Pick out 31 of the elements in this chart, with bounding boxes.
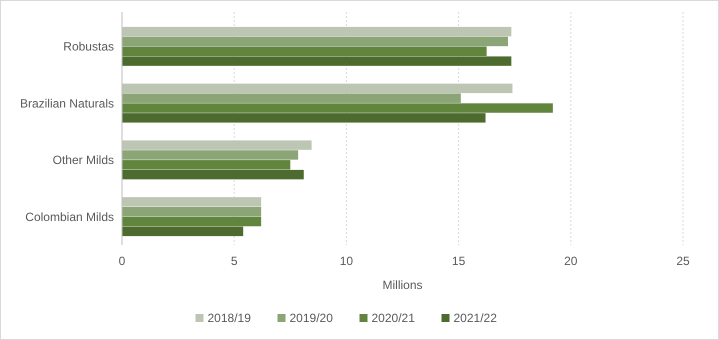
x-tick-label: 20 [564, 254, 578, 268]
bar [122, 103, 553, 113]
bar [122, 56, 512, 66]
bar [122, 150, 298, 160]
legend-label: 2018/19 [208, 311, 252, 326]
bar [122, 226, 244, 236]
x-tick-label: 25 [676, 254, 690, 268]
bar [122, 160, 290, 170]
bar [122, 36, 508, 46]
bar [122, 140, 312, 150]
bar [122, 93, 461, 103]
legend-label: 2019/20 [290, 311, 334, 326]
x-tick-label: 10 [340, 254, 354, 268]
legend-label: 2020/21 [372, 311, 416, 326]
bar [122, 46, 487, 56]
bar [122, 170, 304, 180]
bar [122, 206, 262, 216]
y-tick-label: Brazilian Naturals [20, 96, 114, 110]
legend-label: 2021/22 [454, 311, 498, 326]
y-tick-label: Colombian Milds [25, 210, 114, 224]
y-tick-label: Robustas [63, 40, 114, 54]
bar [122, 113, 486, 123]
x-axis-title: Millions [382, 278, 423, 292]
x-tick-label: 0 [118, 254, 126, 268]
bar [122, 197, 262, 207]
bar [122, 84, 512, 94]
bar [122, 216, 262, 226]
x-tick-label: 15 [452, 254, 466, 268]
bar [122, 26, 512, 36]
x-tick-label: 5 [230, 254, 238, 268]
y-tick-label: Other Milds [52, 153, 114, 168]
